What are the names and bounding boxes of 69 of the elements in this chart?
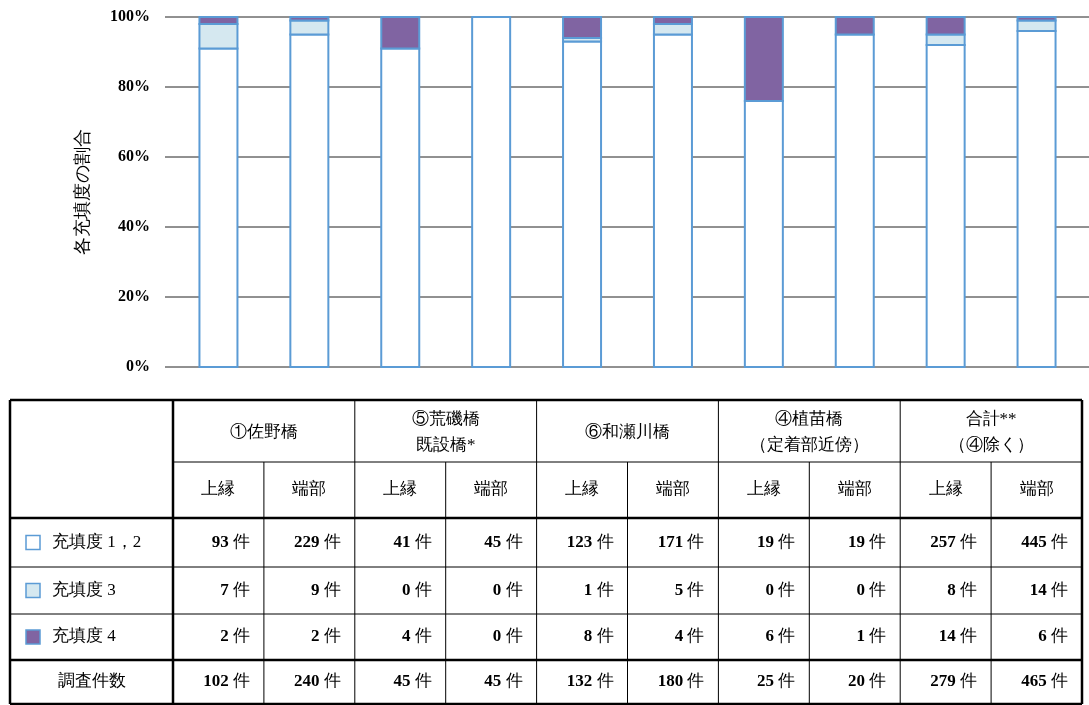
data-label: 102 件 bbox=[203, 670, 250, 690]
data-label: 1 件 bbox=[856, 625, 887, 645]
data-label: 4 件 bbox=[674, 625, 705, 645]
data-label: 45 件 bbox=[393, 670, 432, 690]
y-tick-label: 0% bbox=[126, 356, 150, 374]
legend-label: 充填度 1，2 bbox=[52, 531, 142, 551]
category-label: 端部 bbox=[292, 478, 327, 498]
data-label: 14 件 bbox=[938, 625, 978, 645]
data-label: 279 件 bbox=[930, 670, 978, 690]
text: 合計**（④除く） bbox=[948, 408, 1034, 454]
y-tick-label: 20% bbox=[118, 286, 150, 304]
legend-label: 充填度 4 bbox=[52, 625, 117, 645]
text: ⑥和瀬川橋 bbox=[585, 421, 670, 441]
data-label: 229 件 bbox=[294, 531, 341, 551]
data-label: 0 件 bbox=[492, 625, 523, 645]
data-label: 93 件 bbox=[211, 531, 250, 551]
category-label: 上縁 bbox=[746, 478, 781, 498]
data-label: 20 件 bbox=[847, 670, 887, 690]
text: ⑤荒磯橋既設橋* bbox=[411, 408, 480, 454]
data-label: 0 件 bbox=[401, 579, 432, 599]
bar bbox=[471, 16, 512, 368]
data-label: 465 件 bbox=[1021, 670, 1068, 690]
data-label: 4 件 bbox=[401, 625, 432, 645]
data-label: 41 件 bbox=[393, 531, 432, 551]
data-label: 8 件 bbox=[583, 625, 614, 645]
category-label: 端部 bbox=[655, 478, 690, 498]
data-label: 45 件 bbox=[484, 670, 523, 690]
y-tick-label: 40% bbox=[118, 216, 150, 234]
data-label: 0 件 bbox=[492, 579, 523, 599]
category-label: 上縁 bbox=[201, 478, 236, 498]
data-label: 2 件 bbox=[220, 625, 250, 645]
data-label: 14 件 bbox=[1029, 579, 1068, 599]
data-label: 5 件 bbox=[674, 579, 705, 599]
data-label: 7 件 bbox=[220, 579, 250, 599]
text: 調査件数 bbox=[57, 670, 126, 690]
data-label: 132 件 bbox=[566, 670, 614, 690]
y-axis-title: 各充填度の割合 bbox=[72, 129, 93, 255]
data-label: 240 件 bbox=[294, 670, 341, 690]
text: ①佐野橋 bbox=[229, 421, 298, 441]
data-label: 171 件 bbox=[657, 531, 705, 551]
y-tick-label: 100% bbox=[110, 6, 150, 24]
data-label: 123 件 bbox=[566, 531, 614, 551]
data-label: 6 件 bbox=[1038, 625, 1068, 645]
data-label: 0 件 bbox=[856, 579, 887, 599]
text: ④植苗橋（定着部近傍） bbox=[749, 408, 869, 454]
bar bbox=[562, 40, 603, 368]
category-label: 上縁 bbox=[565, 478, 600, 498]
legend-label: 充填度 3 bbox=[52, 579, 116, 599]
data-label: 19 件 bbox=[847, 531, 887, 551]
data-label: 19 件 bbox=[757, 531, 796, 551]
data-label: 45 件 bbox=[484, 531, 523, 551]
data-label: 445 件 bbox=[1021, 531, 1068, 551]
data-label: 1 件 bbox=[583, 579, 614, 599]
y-tick-label: 60% bbox=[118, 146, 150, 164]
data-label: 6 件 bbox=[765, 625, 796, 645]
data-label: 0 件 bbox=[765, 579, 796, 599]
data-label: 25 件 bbox=[757, 670, 796, 690]
data-label: 8 件 bbox=[947, 579, 978, 599]
category-label: 上縁 bbox=[928, 478, 963, 498]
category-label: 上縁 bbox=[383, 478, 418, 498]
data-label: 180 件 bbox=[657, 670, 705, 690]
category-label: 端部 bbox=[1019, 478, 1054, 498]
data-label: 2 件 bbox=[311, 625, 341, 645]
data-label: 257 件 bbox=[930, 531, 978, 551]
category-label: 端部 bbox=[474, 478, 509, 498]
data-label: 9 件 bbox=[311, 579, 341, 599]
bar bbox=[562, 16, 603, 39]
y-tick-label: 80% bbox=[118, 76, 150, 94]
category-label: 端部 bbox=[837, 478, 872, 498]
